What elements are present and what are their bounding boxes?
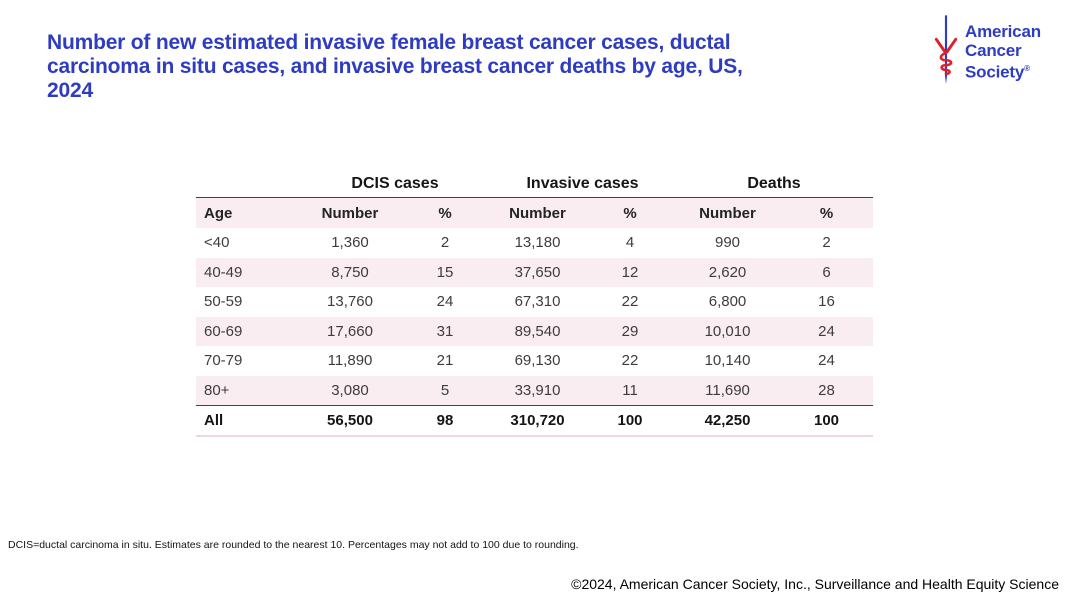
column-header-number: Number bbox=[490, 197, 586, 228]
value-cell: 5 bbox=[400, 375, 491, 406]
value-cell: 11,890 bbox=[327, 352, 373, 370]
column-header-age: Age bbox=[196, 197, 300, 228]
age-cell: 40-49 bbox=[196, 257, 300, 287]
value-cell: 3,080 bbox=[300, 375, 400, 406]
value-cell: 24 bbox=[436, 293, 454, 311]
column-header-number: Number bbox=[675, 197, 781, 228]
value-cell: 89,540 bbox=[490, 316, 586, 346]
title-line-2: carcinoma in situ cases, and invasive br… bbox=[47, 55, 743, 78]
logo-line-cancer: Cancer bbox=[965, 40, 1022, 60]
title-line-3: 2024 bbox=[47, 79, 93, 102]
table-row: 80+ 3,080 5 33,910 11 11,690 28 bbox=[196, 375, 874, 406]
value-cell: 24 bbox=[780, 316, 874, 346]
age-cell: 60-69 bbox=[196, 316, 300, 346]
group-header-dcis: DCIS cases bbox=[300, 170, 491, 198]
logo-line-society: Society® bbox=[965, 60, 1041, 82]
table-row: 40-49 8,750 15 37,650 12 2,620 6 bbox=[196, 257, 874, 287]
value-cell: 98 bbox=[400, 405, 491, 437]
value-cell: 22 bbox=[621, 293, 639, 311]
table-row: 70-79 11,890 21 69,130 22 10,140 24 bbox=[196, 346, 873, 376]
value-cell: 2,620 bbox=[675, 257, 781, 287]
column-header-row: Age Number % Number % Number % bbox=[196, 197, 874, 228]
table-body: <40 1,360 2 13,180 4 990 2 40-49 8,750 15 37,650 12… bbox=[196, 228, 874, 406]
age-cell: All bbox=[196, 405, 300, 437]
value-cell: 990 bbox=[715, 234, 741, 252]
value-cell: 6 bbox=[780, 257, 874, 287]
value-cell: 6,800 bbox=[708, 293, 747, 311]
caduceus-sword-icon bbox=[934, 15, 958, 85]
acs-logo-text: American Cancer Society® bbox=[965, 13, 1041, 87]
value-cell: 100 bbox=[780, 405, 874, 437]
value-cell: 2 bbox=[822, 234, 831, 252]
registered-trademark-symbol: ® bbox=[1024, 64, 1030, 73]
copyright-footer: ©2024, American Cancer Society, Inc., Su… bbox=[571, 576, 1059, 592]
value-cell: 24 bbox=[818, 352, 835, 370]
age-cell: 70-79 bbox=[204, 352, 243, 370]
value-cell: 69,130 bbox=[514, 352, 561, 370]
value-cell: 12 bbox=[585, 257, 676, 287]
value-cell: 31 bbox=[400, 316, 491, 346]
value-cell: 2 bbox=[440, 234, 450, 252]
age-cell: <40 bbox=[204, 234, 230, 252]
column-header-percent: % bbox=[400, 197, 491, 228]
value-cell: 13,180 bbox=[514, 234, 561, 252]
group-header-deaths: Deaths bbox=[675, 170, 874, 198]
value-cell: 33,910 bbox=[490, 375, 586, 406]
value-cell: 37,650 bbox=[490, 257, 586, 287]
value-cell: 8,750 bbox=[300, 257, 400, 287]
group-header-spacer bbox=[196, 170, 300, 198]
table-row: 50-59 13,760 24 67,310 22 6,800 16 bbox=[196, 287, 873, 317]
group-header-row: DCIS cases Invasive cases Deaths bbox=[196, 170, 874, 198]
total-row: All 56,500 98 310,720 100 42,250 100 bbox=[196, 405, 874, 437]
value-cell: 29 bbox=[585, 316, 676, 346]
value-cell: 56,500 bbox=[300, 405, 400, 437]
table-row: <40 1,360 2 13,180 4 990 2 bbox=[196, 228, 873, 258]
table-row: 60-69 17,660 31 89,540 29 10,010 24 bbox=[196, 316, 874, 346]
column-header-percent: % bbox=[585, 197, 676, 228]
age-cell: 50-59 bbox=[204, 293, 243, 311]
statistics-table: DCIS cases Invasive cases Deaths Age Num… bbox=[196, 170, 874, 437]
logo-society-text: Society bbox=[965, 62, 1025, 82]
title-line-1: Number of new estimated invasive female … bbox=[47, 31, 731, 54]
age-cell: 80+ bbox=[196, 375, 300, 406]
column-header-number: Number bbox=[300, 197, 400, 228]
value-cell: 28 bbox=[780, 375, 874, 406]
value-cell: 22 bbox=[621, 352, 639, 370]
value-cell: 4 bbox=[625, 234, 635, 252]
value-cell: 310,720 bbox=[490, 405, 586, 437]
value-cell: 10,140 bbox=[704, 352, 751, 370]
acs-logo: American Cancer Society® bbox=[934, 13, 1041, 87]
value-cell: 67,310 bbox=[514, 293, 561, 311]
value-cell: 15 bbox=[400, 257, 491, 287]
value-cell: 11,690 bbox=[675, 375, 781, 406]
value-cell: 1,360 bbox=[331, 234, 369, 252]
column-header-percent: % bbox=[780, 197, 874, 228]
slide-title: Number of new estimated invasive female … bbox=[47, 31, 887, 103]
group-header-invasive: Invasive cases bbox=[490, 170, 676, 198]
value-cell: 100 bbox=[585, 405, 676, 437]
value-cell: 17,660 bbox=[300, 316, 400, 346]
logo-line-american: American bbox=[965, 22, 1041, 41]
footnote: DCIS=ductal carcinoma in situ. Estimates… bbox=[8, 539, 579, 551]
value-cell: 21 bbox=[436, 352, 454, 370]
value-cell: 10,010 bbox=[675, 316, 781, 346]
value-cell: 42,250 bbox=[675, 405, 781, 437]
value-cell: 13,760 bbox=[327, 293, 373, 311]
value-cell: 16 bbox=[818, 293, 835, 311]
value-cell: 11 bbox=[585, 375, 676, 406]
